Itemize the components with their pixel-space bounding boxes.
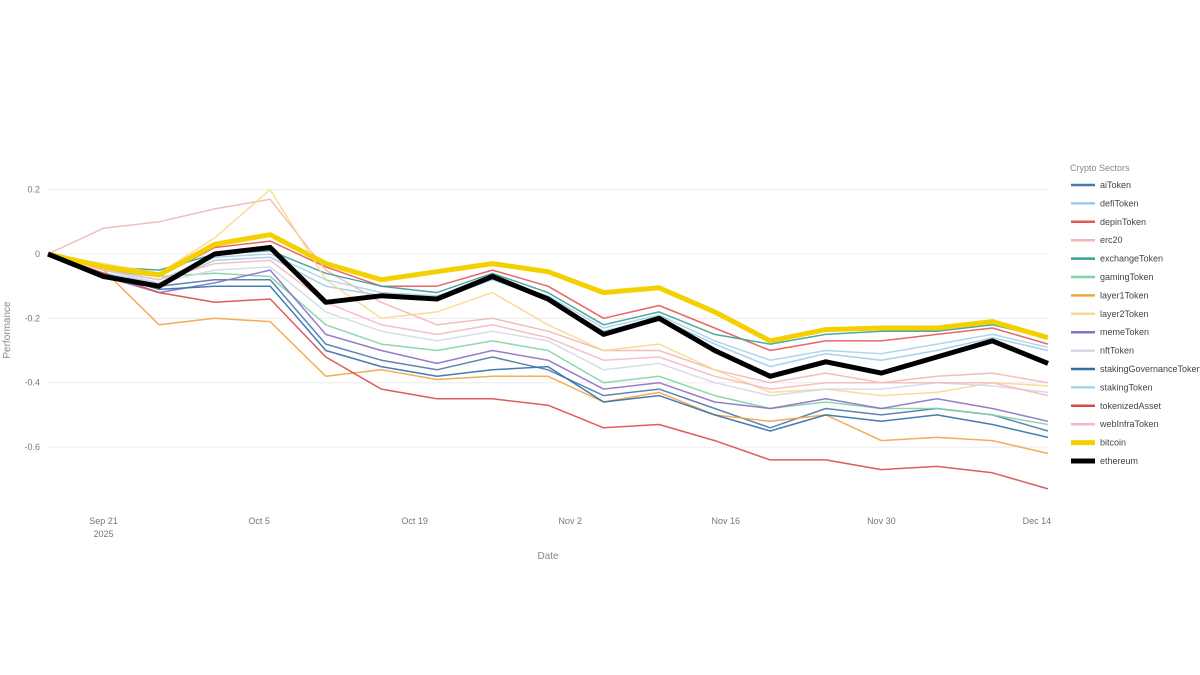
legend-item-ethereum[interactable]: ethereum xyxy=(1071,456,1138,466)
legend-item-bitcoin[interactable]: bitcoin xyxy=(1071,438,1126,448)
legend-label: nftToken xyxy=(1100,346,1134,356)
series-line-ethereum xyxy=(47,245,1049,379)
legend-item-aiToken[interactable]: aiToken xyxy=(1071,180,1131,190)
legend-label: ethereum xyxy=(1100,456,1138,466)
series-lines xyxy=(47,188,1049,490)
legend-label: bitcoin xyxy=(1100,438,1126,448)
legend-label: memeToken xyxy=(1100,327,1149,337)
y-axis-ticks: 0.2 0 -0.2 -0.4 -0.6 xyxy=(24,185,40,452)
y-tick-label: 0.2 xyxy=(27,185,40,195)
legend-item-stakingGovernanceToken[interactable]: stakingGovernanceToken xyxy=(1071,364,1200,374)
series-line-memeToken xyxy=(47,253,1049,423)
x-axis-label: Date xyxy=(537,551,559,562)
legend-item-nftToken[interactable]: nftToken xyxy=(1071,346,1134,356)
x-tick-year: 2025 xyxy=(94,529,114,539)
series-line-webInfraToken xyxy=(47,253,1049,397)
legend-item-exchangeToken[interactable]: exchangeToken xyxy=(1071,254,1163,264)
x-tick-label: Nov 30 xyxy=(867,516,896,526)
legend-item-erc20[interactable]: erc20 xyxy=(1071,235,1123,245)
series-line-layer2Token xyxy=(47,188,1049,397)
series-line-aiToken xyxy=(47,253,1049,432)
x-tick-label: Dec 14 xyxy=(1023,516,1052,526)
legend-label: webInfraToken xyxy=(1099,419,1159,429)
legend-label: gamingToken xyxy=(1100,272,1154,282)
series-line-layer1Token xyxy=(47,253,1049,455)
legend-label: stakingGovernanceToken xyxy=(1100,364,1200,374)
x-tick-label: Oct 19 xyxy=(401,516,428,526)
legend-label: aiToken xyxy=(1100,180,1131,190)
series-line-stakingGovernanceToken xyxy=(47,253,1049,439)
series-line-depinToken xyxy=(47,240,1049,352)
legend-item-gamingToken[interactable]: gamingToken xyxy=(1071,272,1154,282)
legend-item-webInfraToken[interactable]: webInfraToken xyxy=(1071,419,1159,429)
legend: Crypto Sectors aiToken defiToken depinToke… xyxy=(1070,163,1200,466)
series-line-bitcoin xyxy=(47,232,1049,344)
series-line-nftToken xyxy=(47,253,1049,397)
series-line-erc20 xyxy=(47,198,1049,384)
x-tick-label: Nov 16 xyxy=(712,516,741,526)
series-line-tokenizedAsset xyxy=(47,253,1049,490)
legend-item-stakingToken[interactable]: stakingToken xyxy=(1071,382,1153,392)
x-axis-ticks: Sep 21 2025 Oct 5 Oct 19 Nov 2 Nov 16 Nov 30 De… xyxy=(89,516,1051,539)
x-tick-label: Oct 5 xyxy=(248,516,270,526)
y-tick-label: -0.2 xyxy=(24,313,40,323)
legend-label: erc20 xyxy=(1100,235,1123,245)
legend-item-layer2Token[interactable]: layer2Token xyxy=(1071,309,1149,319)
series-line-stakingToken xyxy=(47,253,1049,361)
legend-label: stakingToken xyxy=(1100,382,1153,392)
legend-item-defiToken[interactable]: defiToken xyxy=(1071,198,1139,208)
legend-item-memeToken[interactable]: memeToken xyxy=(1071,327,1149,337)
y-tick-label: -0.6 xyxy=(24,442,40,452)
x-tick-label: Nov 2 xyxy=(558,516,582,526)
legend-label: tokenizedAsset xyxy=(1100,401,1162,411)
legend-item-layer1Token[interactable]: layer1Token xyxy=(1071,290,1149,300)
legend-item-depinToken[interactable]: depinToken xyxy=(1071,217,1146,227)
legend-label: layer1Token xyxy=(1100,290,1149,300)
y-tick-label: 0 xyxy=(35,249,40,259)
y-tick-label: -0.4 xyxy=(24,378,40,388)
legend-label: exchangeToken xyxy=(1100,254,1163,264)
legend-title: Crypto Sectors xyxy=(1070,163,1130,173)
legend-label: depinToken xyxy=(1100,217,1146,227)
legend-label: defiToken xyxy=(1100,198,1139,208)
x-tick-label: Sep 21 xyxy=(89,516,118,526)
legend-item-tokenizedAsset[interactable]: tokenizedAsset xyxy=(1071,401,1162,411)
y-axis-label: Performance xyxy=(2,301,13,359)
legend-label: layer2Token xyxy=(1100,309,1149,319)
